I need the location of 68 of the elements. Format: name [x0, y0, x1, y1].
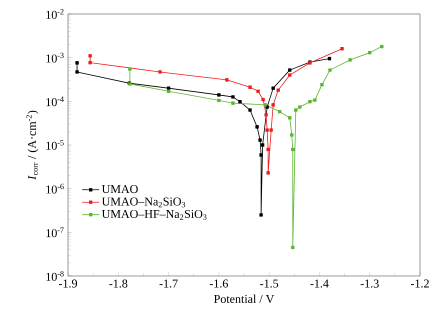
- y-tick-label: 10$^{-3}$: [46, 52, 64, 63]
- x-tick-label: -1.4: [310, 280, 329, 288]
- legend-label: UMAO: [102, 185, 138, 194]
- point: [248, 86, 252, 89]
- point: [75, 61, 79, 65]
- point: [380, 44, 384, 48]
- y-tick-label: 10$^{-6}$: [46, 184, 64, 194]
- x-tick-label: -1.2: [410, 280, 429, 288]
- point: [269, 128, 273, 132]
- point: [264, 113, 268, 117]
- point: [328, 56, 332, 60]
- y-tick-label: 10$^{-4}$: [46, 96, 64, 106]
- point: [271, 103, 275, 107]
- point: [266, 171, 270, 175]
- point: [348, 58, 352, 62]
- x-tick-label: -1.7: [160, 280, 178, 288]
- x-tick-label: -1.3: [360, 280, 379, 288]
- point: [298, 105, 302, 109]
- y-axis-title: I$_{corr}$ / (A·cm$^{-2}$): [26, 110, 38, 180]
- point: [166, 86, 170, 90]
- point: [231, 101, 235, 105]
- point: [260, 143, 264, 147]
- point: [291, 148, 294, 152]
- x-tick-label: -1.8: [109, 280, 128, 288]
- point: [308, 100, 312, 104]
- point: [288, 73, 292, 77]
- point: [278, 110, 282, 114]
- point: [290, 133, 294, 137]
- point: [313, 98, 317, 102]
- point: [231, 95, 235, 99]
- x-axis-title: Potential / V: [214, 294, 274, 304]
- point: [256, 90, 260, 93]
- point: [75, 70, 79, 74]
- legend-label: UMAO–Na$_{2}$SiO$_{3}$: [102, 197, 186, 208]
- point: [259, 213, 263, 217]
- point: [217, 98, 221, 102]
- y-tick-label: 10$^{-5}$: [46, 140, 64, 150]
- point: [276, 88, 280, 92]
- point: [288, 116, 292, 120]
- point: [166, 90, 170, 93]
- y-tick-label: 10$^{-2}$: [46, 9, 64, 19]
- point: [294, 108, 298, 112]
- point: [368, 50, 372, 54]
- point: [248, 108, 252, 112]
- point: [88, 60, 92, 64]
- point: [291, 246, 294, 250]
- point: [238, 100, 242, 104]
- point: [261, 98, 265, 102]
- point: [225, 78, 229, 82]
- point: [128, 67, 132, 71]
- point: [271, 86, 275, 90]
- point: [266, 148, 270, 152]
- point: [288, 68, 292, 72]
- legend-label: UMAO–HF–Na$_{2}$SiO$_{3}$: [102, 210, 206, 220]
- point: [259, 153, 263, 157]
- point: [258, 138, 262, 142]
- y-tick-label: 10$^{-8}$: [46, 271, 64, 281]
- x-tick-label: -1.9: [58, 280, 78, 288]
- point: [88, 54, 92, 58]
- x-tick-label: -1.5: [260, 280, 278, 288]
- point: [255, 125, 259, 129]
- y-tick-label: 10$^{-7}$: [46, 227, 64, 238]
- point: [320, 83, 324, 86]
- point: [265, 128, 269, 132]
- point: [217, 93, 221, 97]
- x-tick-label: -1.6: [210, 280, 228, 288]
- point: [340, 47, 344, 50]
- point: [328, 68, 332, 72]
